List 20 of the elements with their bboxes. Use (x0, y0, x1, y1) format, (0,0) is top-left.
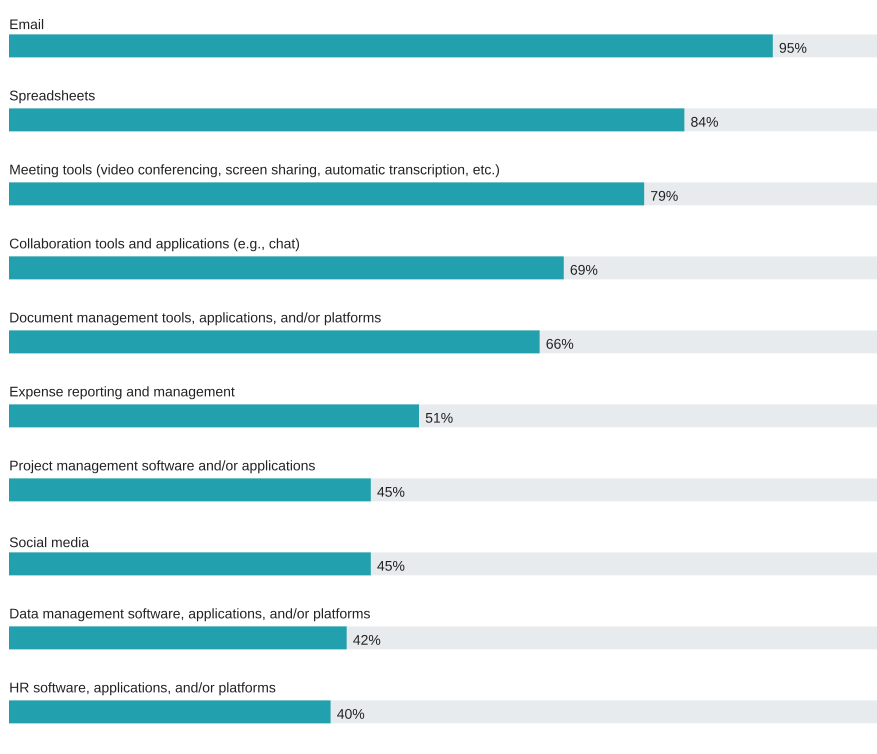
data-label: 69% (570, 264, 598, 275)
data-label: 84% (691, 116, 718, 127)
y-tick-label: Social media (10, 536, 90, 548)
y-tick-label: Project management software and/or applications (10, 460, 315, 474)
y-tick-label: Email (10, 18, 44, 30)
y-tick-label: Document management tools, applications, and/or platforms (10, 312, 381, 326)
y-tick-label: Meeting tools (video conferencing, screen sharing, automatic transcription, etc.) (10, 164, 499, 178)
data-label: 45% (377, 560, 404, 571)
data-label: 45% (377, 486, 404, 497)
y-tick-label: Spreadsheets (10, 90, 95, 104)
y-tick-label: HR software, applications, and/or platforms (10, 682, 276, 696)
data-label: 79% (651, 190, 678, 201)
data-label: 51% (426, 412, 453, 423)
y-tick-label: Expense reporting and management (10, 386, 235, 400)
y-tick-label: Data management software, applications, and/or platforms (10, 608, 370, 622)
data-label: 66% (546, 338, 574, 349)
y-tick-label: Collaboration tools and applications (e.g., chat) (10, 238, 300, 252)
data-label: 42% (353, 634, 380, 645)
data-label: 40% (337, 708, 364, 719)
data-label: 95% (780, 42, 806, 53)
